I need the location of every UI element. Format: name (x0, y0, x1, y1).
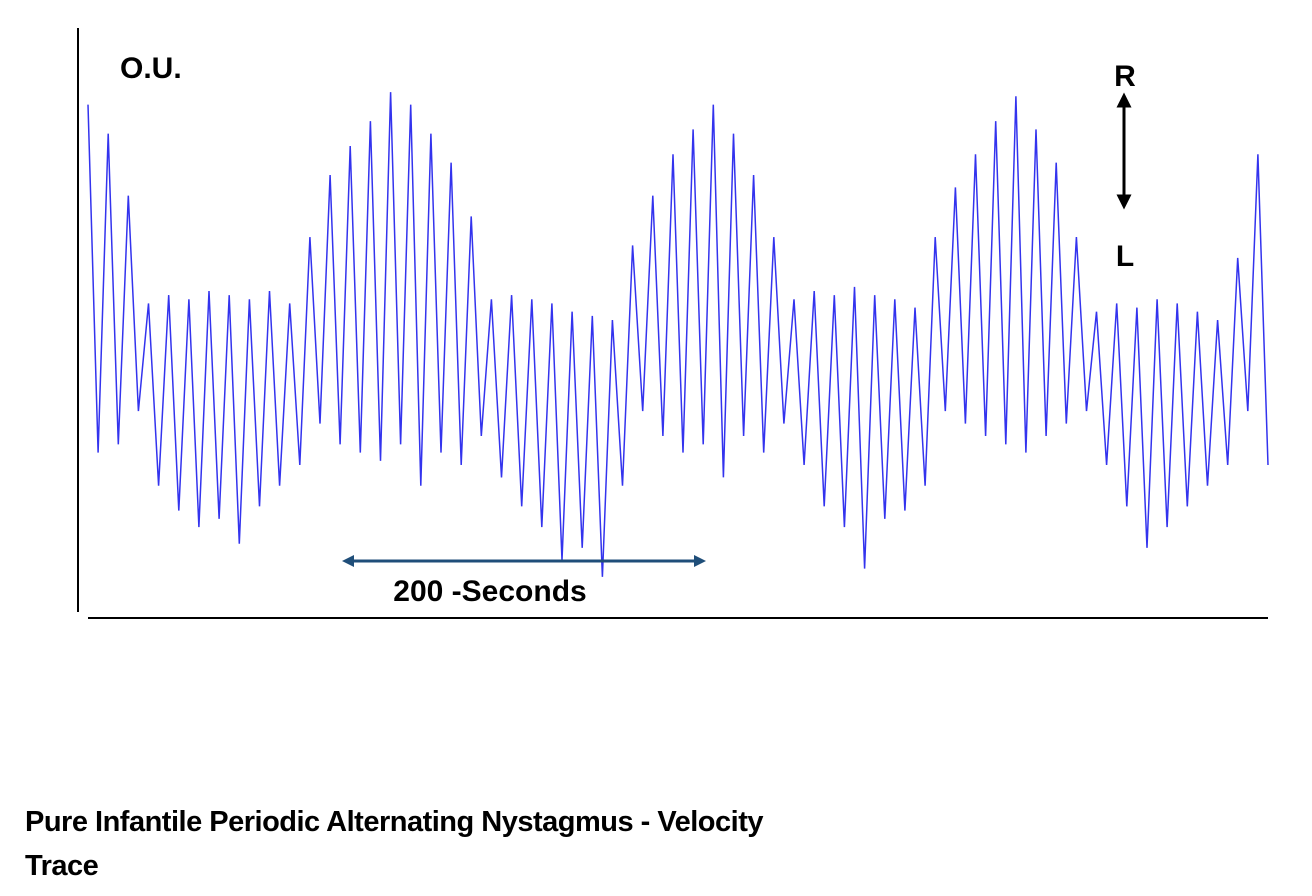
direction-label: R (1114, 60, 1136, 93)
direction-label: L (1116, 240, 1134, 273)
scale-label: 200 -Seconds (393, 575, 586, 608)
caption: Pure Infantile Periodic Alternating Nyst… (25, 806, 764, 882)
plot (87, 92, 1269, 577)
chart: O.U. R L 200 -Seconds (77, 28, 1269, 619)
eye-label: O.U. (120, 52, 182, 85)
velocity-trace (87, 92, 1269, 577)
